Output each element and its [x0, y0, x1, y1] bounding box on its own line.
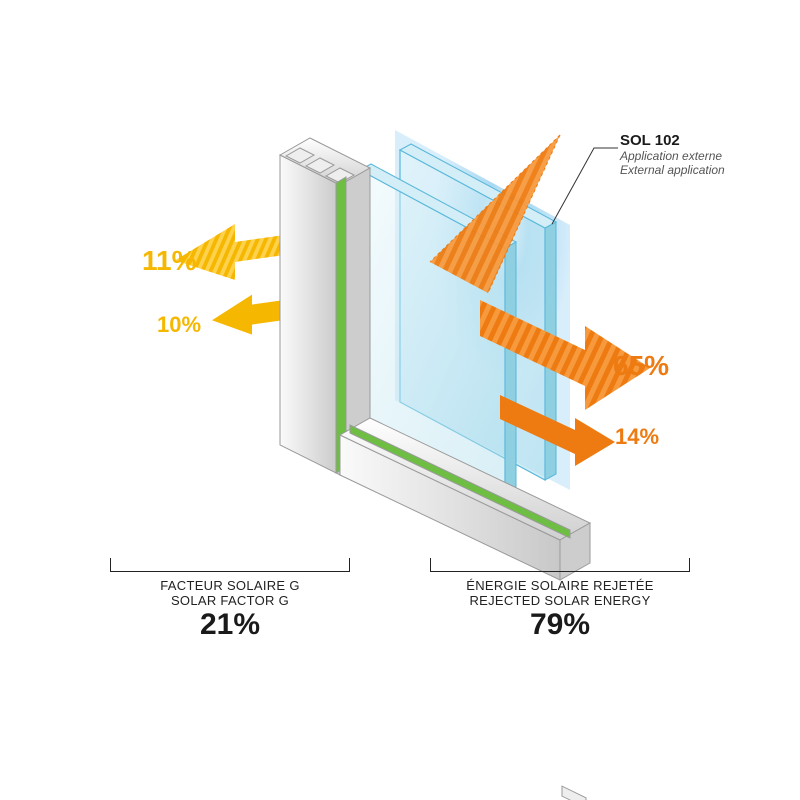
val-reradiated-out: 14% — [615, 424, 659, 450]
summary-left-val: 21% — [110, 608, 350, 642]
summary-right-fr: ÉNERGIE SOLAIRE REJETÉE — [430, 578, 690, 593]
pointer-product — [552, 148, 618, 224]
frame-left — [280, 138, 370, 475]
val-reradiated-in: 10% — [157, 312, 201, 338]
bracket-right — [430, 558, 690, 572]
summary-right: ÉNERGIE SOLAIRE REJETÉE REJECTED SOLAR E… — [430, 578, 690, 642]
product-block: SOL 102 Application externe External app… — [620, 132, 725, 177]
product-sub-en: External application — [620, 163, 725, 177]
summary-right-en: REJECTED SOLAR ENERGY — [430, 593, 690, 608]
summary-left-fr: FACTEUR SOLAIRE G — [110, 578, 350, 593]
product-sub-fr: Application externe — [620, 149, 725, 163]
bracket-left — [110, 558, 350, 572]
val-transmitted: 11% — [142, 245, 197, 277]
summary-left-en: SOLAR FACTOR G — [110, 593, 350, 608]
window-diagram — [0, 0, 800, 800]
product-name: SOL 102 — [620, 132, 725, 149]
val-reflected: 65% — [613, 350, 669, 382]
summary-right-val: 79% — [430, 608, 690, 642]
summary-left: FACTEUR SOLAIRE G SOLAR FACTOR G 21% — [110, 578, 350, 642]
